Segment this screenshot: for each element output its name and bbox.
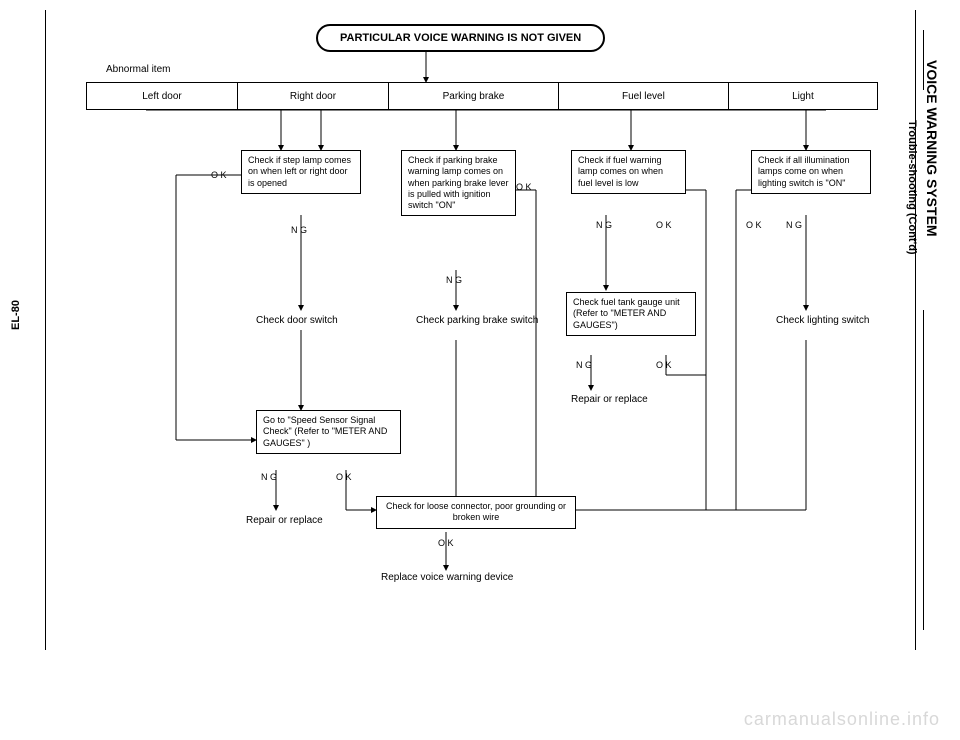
page-frame: PARTICULAR VOICE WARNING IS NOT GIVEN Ab… — [45, 10, 916, 650]
ng-label-6: N G — [261, 472, 277, 482]
ok-label-4: O K — [656, 360, 672, 370]
ok-label-5: O K — [746, 220, 762, 230]
node-door-switch: Check door switch — [256, 315, 338, 326]
ng-label-3: N G — [596, 220, 612, 230]
ng-label-5: N G — [786, 220, 802, 230]
ng-label-1: N G — [291, 225, 307, 235]
node-replace-device: Replace voice warning device — [381, 572, 513, 583]
node-parking-switch: Check parking brake switch — [416, 315, 516, 326]
watermark: carmanualsonline.info — [744, 709, 940, 730]
ok-label-3: O K — [656, 220, 672, 230]
page-number: EL-80 — [10, 300, 22, 330]
abnormal-item-row: Left door Right door Parking brake Fuel … — [86, 82, 878, 110]
side-title: VOICE WARNING SYSTEM — [924, 60, 940, 237]
node-loose-conn: Check for loose connector, poor groundin… — [376, 496, 576, 529]
title-text: PARTICULAR VOICE WARNING IS NOT GIVEN — [340, 32, 581, 44]
ok-label-1: O K — [211, 170, 227, 180]
node-fuel-gauge: Check fuel tank gauge unit (Refer to "ME… — [566, 292, 696, 336]
node-fuel-check: Check if fuel warning lamp comes on when… — [571, 150, 686, 194]
repair-label-1: Repair or replace — [571, 394, 641, 405]
repair-label-2: Repair or replace — [246, 515, 316, 526]
node-illum-check: Check if all illumination lamps come on … — [751, 150, 871, 194]
ng-label-2: N G — [446, 275, 462, 285]
title-capsule: PARTICULAR VOICE WARNING IS NOT GIVEN — [316, 24, 605, 52]
ng-label-4: N G — [576, 360, 592, 370]
node-step-lamp: Check if step lamp comes on when left or… — [241, 150, 361, 194]
node-light-switch: Check lighting switch — [776, 315, 876, 326]
abnormal-item-label: Abnormal item — [106, 64, 170, 75]
node-speed-sensor: Go to "Speed Sensor Signal Check" (Refer… — [256, 410, 401, 454]
col-light: Light — [729, 83, 877, 109]
ok-label-7: O K — [438, 538, 454, 548]
col-parking: Parking brake — [389, 83, 559, 109]
col-right-door: Right door — [238, 83, 389, 109]
diagram-canvas: PARTICULAR VOICE WARNING IS NOT GIVEN Ab… — [46, 10, 916, 650]
node-parking-check: Check if parking brake warning lamp come… — [401, 150, 516, 216]
ok-label-2: O K — [516, 182, 532, 192]
col-left-door: Left door — [87, 83, 238, 109]
col-fuel: Fuel level — [559, 83, 729, 109]
side-subtitle: Trouble-shooting (Cont'd) — [906, 120, 918, 255]
ok-label-6: O K — [336, 472, 352, 482]
